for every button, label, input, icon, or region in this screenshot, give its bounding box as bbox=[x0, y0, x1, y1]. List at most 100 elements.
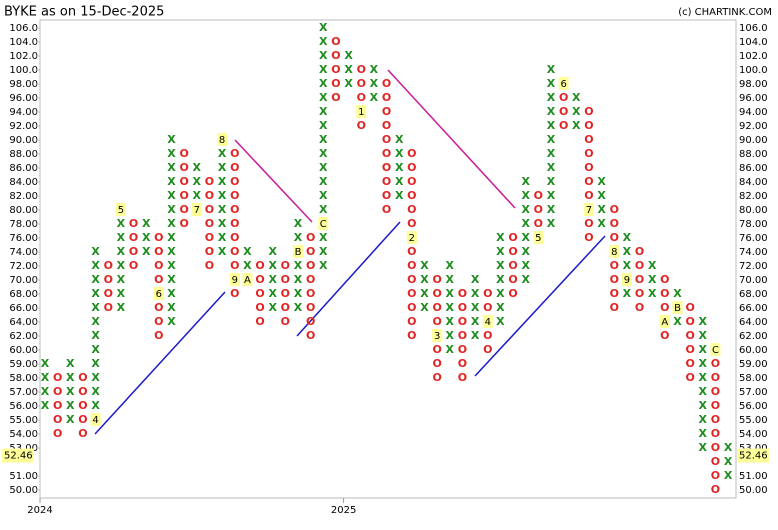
box: O bbox=[559, 91, 568, 104]
box: O bbox=[584, 161, 593, 174]
box: O bbox=[306, 329, 315, 342]
box: O bbox=[205, 175, 214, 188]
y-tick-label-right: 98.00 bbox=[739, 79, 768, 90]
box: X bbox=[294, 301, 303, 314]
month-marker-box bbox=[533, 231, 544, 244]
box: X bbox=[496, 259, 505, 272]
month-marker-box bbox=[583, 203, 594, 216]
box: O bbox=[255, 259, 264, 272]
column: XBX bbox=[672, 287, 683, 328]
month-marker: 4 bbox=[92, 415, 98, 426]
box: X bbox=[597, 189, 606, 202]
box: O bbox=[331, 49, 340, 62]
box: X bbox=[370, 77, 379, 90]
box: O bbox=[559, 105, 568, 118]
y-tick-label: 104.0 bbox=[9, 37, 38, 48]
box: X bbox=[218, 189, 227, 202]
month-marker-box bbox=[191, 203, 202, 216]
y-tick-label: 51.00 bbox=[9, 471, 38, 482]
y-tick-label-right: 62.00 bbox=[739, 331, 768, 342]
box: O bbox=[255, 301, 264, 314]
box: O bbox=[711, 483, 720, 496]
box: O bbox=[154, 301, 163, 314]
month-marker: 7 bbox=[586, 205, 592, 216]
box: X bbox=[167, 287, 176, 300]
box: O bbox=[508, 245, 517, 258]
month-marker-box bbox=[672, 301, 683, 314]
box: O bbox=[432, 357, 441, 370]
box: O bbox=[685, 357, 694, 370]
month-marker: 5 bbox=[118, 205, 124, 216]
y-tick-label-right: 50.00 bbox=[739, 485, 768, 496]
box: X bbox=[420, 301, 429, 314]
box: O bbox=[78, 399, 87, 412]
box: O bbox=[382, 161, 391, 174]
box: X bbox=[167, 203, 176, 216]
box: X bbox=[91, 245, 100, 258]
box: X bbox=[66, 413, 75, 426]
box: X bbox=[91, 371, 100, 384]
box: X bbox=[117, 245, 126, 258]
box: O bbox=[281, 287, 290, 300]
box: X bbox=[420, 259, 429, 272]
box: X bbox=[268, 273, 277, 286]
box: O bbox=[508, 273, 517, 286]
box: O bbox=[205, 189, 214, 202]
box: X bbox=[496, 273, 505, 286]
box: O bbox=[154, 329, 163, 342]
box: X bbox=[319, 189, 328, 202]
y-tick-label-right: 57.00 bbox=[739, 387, 768, 398]
month-marker-box bbox=[242, 273, 253, 286]
box: X bbox=[597, 217, 606, 230]
box: O bbox=[610, 231, 619, 244]
box: O bbox=[306, 273, 315, 286]
box: X bbox=[218, 161, 227, 174]
box: X bbox=[699, 441, 708, 454]
box: X bbox=[117, 259, 126, 272]
box: O bbox=[407, 315, 416, 328]
box: X bbox=[446, 287, 455, 300]
box: O bbox=[205, 231, 214, 244]
box: O bbox=[660, 273, 669, 286]
box: O bbox=[711, 399, 720, 412]
y-tick-label-right: 84.00 bbox=[739, 177, 768, 188]
last-price-box bbox=[2, 448, 34, 463]
box: O bbox=[281, 301, 290, 314]
box: X bbox=[547, 147, 556, 160]
box: X bbox=[193, 189, 202, 202]
box: O bbox=[382, 133, 391, 146]
box: X bbox=[521, 273, 530, 286]
box: X bbox=[243, 245, 252, 258]
box: X bbox=[724, 441, 733, 454]
box: X bbox=[471, 301, 480, 314]
box: O bbox=[331, 77, 340, 90]
box: X bbox=[547, 161, 556, 174]
box: X bbox=[395, 189, 404, 202]
box: X bbox=[91, 287, 100, 300]
box: X bbox=[699, 315, 708, 328]
box: X bbox=[167, 245, 176, 258]
box: X bbox=[167, 315, 176, 328]
month-marker: 2 bbox=[409, 233, 415, 244]
month-marker: 3 bbox=[434, 331, 440, 342]
box: O bbox=[179, 147, 188, 160]
box: O bbox=[281, 259, 290, 272]
box: X bbox=[547, 63, 556, 76]
box: X bbox=[91, 259, 100, 272]
box: O bbox=[635, 245, 644, 258]
box: X bbox=[572, 91, 581, 104]
box: X bbox=[521, 231, 530, 244]
y-tick-label: 55.00 bbox=[9, 415, 38, 426]
y-tick-label: 59.00 bbox=[9, 359, 38, 370]
y-tick-label-right: 86.00 bbox=[739, 163, 768, 174]
